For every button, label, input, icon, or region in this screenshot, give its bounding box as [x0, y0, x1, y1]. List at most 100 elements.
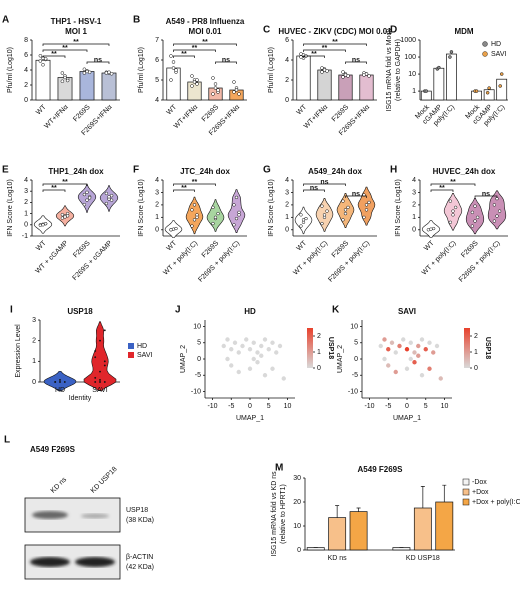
- data-point: [65, 78, 70, 83]
- y-tick-label: 4: [155, 97, 159, 104]
- bracket: [42, 183, 88, 186]
- cell: [270, 340, 275, 345]
- chart-title: MOI 1: [65, 27, 87, 36]
- y-tick-label: 5: [197, 340, 201, 347]
- x-tick-label: 5: [267, 403, 271, 410]
- y-axis-label: IFN Score (Log10): [268, 179, 275, 237]
- y-tick-label: 4: [412, 177, 416, 184]
- violin: [77, 184, 97, 213]
- y-tick-label: 1000: [400, 37, 416, 44]
- colorbar: [307, 328, 313, 368]
- y-tick-label: 2: [412, 202, 416, 209]
- cell: [229, 347, 234, 352]
- data-point: [213, 86, 218, 90]
- cell: [229, 363, 234, 368]
- data-point: [109, 198, 114, 202]
- bracket-label: **: [73, 39, 79, 46]
- bar: [413, 507, 432, 551]
- blot-title: A549 F269S: [30, 445, 76, 454]
- y-tick-label: -5: [195, 372, 201, 379]
- x-tick-label: WT: [296, 103, 309, 116]
- y-tick-label: 3: [155, 189, 159, 196]
- legend-label: +Dox: [472, 489, 489, 496]
- band-label: β-ACTIN: [126, 554, 153, 561]
- cell: [386, 363, 391, 368]
- data-point: [453, 205, 458, 210]
- bracket-label: **: [62, 45, 68, 52]
- data-point: [43, 222, 48, 226]
- data-point: [299, 213, 303, 217]
- bracket: [42, 55, 66, 58]
- data-point: [169, 54, 173, 58]
- bracket-label: ns: [310, 185, 318, 192]
- bar: [317, 69, 332, 101]
- bracket: [42, 43, 110, 46]
- bracket: [430, 189, 454, 192]
- chart-title: HD: [244, 307, 256, 316]
- x-tick-label: F269S: [460, 240, 480, 260]
- y-tick-label: 0: [285, 227, 289, 234]
- bar: [101, 72, 117, 101]
- legend-swatch: [462, 498, 470, 506]
- bar: [79, 71, 95, 101]
- data-point: [94, 350, 97, 352]
- legend-label: SAVI: [491, 51, 506, 58]
- x-tick-label: SAVI: [92, 387, 107, 394]
- data-point: [85, 190, 89, 194]
- cell: [251, 356, 256, 362]
- y-axis-label: ISG15 mRNA fold vs Mock: [386, 28, 393, 111]
- panel-letter: I: [10, 305, 13, 316]
- data-point: [60, 216, 65, 220]
- y-tick-label: 20: [293, 499, 301, 506]
- data-point: [82, 192, 87, 197]
- x-tick-label: F269S + poly(I:C): [197, 240, 241, 284]
- data-point: [325, 209, 329, 213]
- bracket: [303, 55, 325, 58]
- data-point: [341, 218, 345, 222]
- violin: [43, 370, 77, 391]
- cell: [408, 356, 413, 362]
- x-tick-label: F269S + cGAMP: [71, 240, 113, 282]
- cell: [247, 366, 253, 371]
- x-axis-label: UMAP_1: [393, 415, 421, 422]
- data-point: [107, 195, 111, 199]
- x-tick-label: F269S: [331, 240, 351, 260]
- panel-letter: A: [2, 15, 9, 26]
- cell: [270, 366, 275, 371]
- y-tick-label: 4: [155, 177, 159, 184]
- data-point: [107, 70, 111, 74]
- y-axis-label: Expression Level: [15, 324, 22, 378]
- data-point: [171, 60, 176, 64]
- data-point: [341, 75, 345, 79]
- x-tick-label: HD: [55, 387, 65, 394]
- x-tick-label: F269S + poly(I:C): [458, 240, 502, 284]
- y-tick-label: 5: [155, 77, 159, 84]
- data-point: [234, 195, 239, 200]
- bracket: [42, 189, 66, 192]
- colorbar-tick-label: 1: [474, 349, 478, 356]
- y-tick-label: 2: [24, 199, 28, 206]
- bracket-label: **: [439, 185, 445, 192]
- x-tick-label: F269S: [72, 240, 92, 260]
- y-tick-label: 3: [412, 189, 416, 196]
- y-tick-label: 1: [24, 210, 28, 217]
- panel-letter: K: [332, 305, 340, 316]
- cell: [259, 353, 264, 358]
- cell: [259, 343, 264, 349]
- data-point: [495, 214, 499, 218]
- x-tick-label: 5: [424, 403, 428, 410]
- data-point: [322, 68, 327, 72]
- x-tick-label: KD ns: [328, 555, 348, 562]
- y-tick-label: 2: [32, 338, 36, 345]
- colorbar-tick-label: 2: [474, 333, 478, 340]
- cell: [255, 360, 260, 365]
- data-point: [492, 203, 497, 207]
- data-point: [448, 199, 453, 203]
- bracket-label: **: [322, 45, 328, 52]
- cell: [431, 350, 436, 355]
- y-tick-label: 1: [412, 88, 416, 95]
- bracket: [345, 195, 367, 198]
- bar: [496, 78, 508, 101]
- x-tick-label: 10: [284, 403, 292, 410]
- panel-letter: C: [263, 25, 270, 36]
